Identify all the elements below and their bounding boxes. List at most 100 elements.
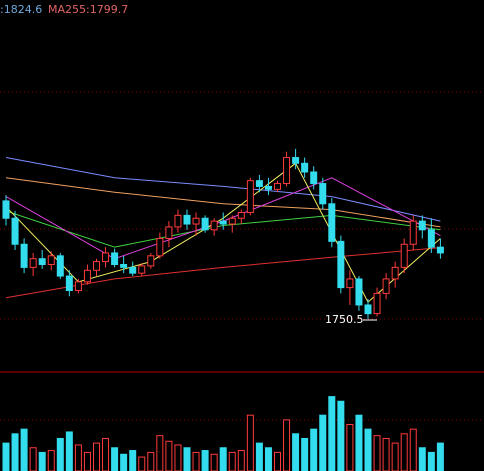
candle-body (74, 281, 82, 292)
volume-bar (274, 451, 281, 471)
candle-body (255, 180, 263, 187)
volume-bar (382, 437, 390, 471)
volume-bar (210, 453, 218, 471)
candle-body (47, 255, 55, 265)
candle-body (219, 220, 227, 225)
candle-body (165, 226, 173, 239)
volume-bar (409, 428, 417, 471)
volume-bar (355, 414, 363, 471)
volume-bar (47, 450, 55, 471)
header-text: :1824.6 (0, 3, 42, 16)
candle-body (427, 229, 435, 248)
volume-bar (427, 451, 435, 471)
volume-bar (346, 424, 354, 471)
volume-bar (156, 435, 164, 471)
annotation: 1750.5 (325, 313, 364, 326)
candle-body (2, 200, 10, 219)
volume-bar (129, 450, 137, 471)
volume-bar (83, 451, 91, 471)
candle-body (83, 269, 91, 283)
candle-body (201, 217, 209, 231)
candle-body (156, 237, 164, 257)
candle-body (355, 278, 363, 306)
volume-bar (74, 444, 82, 471)
candle-body (210, 220, 218, 231)
candle-body (418, 220, 426, 231)
candle-body (237, 211, 245, 219)
candle-body (147, 255, 155, 267)
candle-body (38, 258, 46, 265)
candle-body (436, 246, 444, 254)
volume-bar (120, 453, 128, 471)
candle-body (391, 266, 399, 280)
candle-body (93, 261, 100, 271)
volume-bar (201, 450, 209, 471)
candle-body (364, 304, 372, 315)
candle-body (65, 275, 73, 292)
volume-bar (56, 437, 64, 471)
volume-bar (237, 450, 245, 471)
volume-bar (319, 414, 327, 471)
ma-line (5, 177, 441, 228)
ma-line (5, 157, 441, 222)
candle-body (102, 252, 110, 263)
candle-body (174, 214, 182, 228)
volume-bar (301, 437, 309, 471)
volume-bar (328, 396, 336, 471)
candle-body (129, 266, 137, 274)
volume-bar (65, 431, 73, 471)
candle-body (111, 252, 119, 265)
volume-bar (400, 433, 408, 471)
candle-body (283, 157, 291, 185)
volume-bar (436, 442, 444, 471)
candle-body (328, 203, 336, 242)
volume-bar (2, 442, 10, 471)
volume-bar (20, 428, 28, 471)
volume-bar (391, 442, 399, 471)
candle-body (382, 278, 390, 294)
volume-bar (337, 400, 345, 471)
volume-bar (192, 451, 200, 471)
volume-bar (283, 419, 291, 471)
volume-bar (364, 428, 372, 471)
candle-body (373, 292, 381, 315)
volume-bar (102, 437, 110, 471)
volume-bar (292, 433, 300, 471)
volume-bar (165, 440, 173, 471)
volume-bar (310, 428, 318, 471)
volume-bar (219, 447, 227, 471)
candle-body (138, 265, 146, 274)
volume-bar (29, 447, 37, 471)
volume-bar (147, 451, 155, 471)
candle-body (400, 243, 408, 268)
candle-body (120, 263, 128, 268)
volume-bar (246, 414, 254, 471)
candle-body (292, 157, 300, 164)
candle-body (319, 183, 327, 205)
volume-bar (228, 451, 236, 471)
volume-bar (93, 442, 100, 471)
volume-bar (373, 435, 381, 471)
header-text: MA255:1799.7 (48, 3, 128, 16)
candle-body (310, 171, 318, 185)
candle-body (409, 220, 417, 245)
volume-bar (111, 447, 119, 471)
volume-bar (11, 433, 19, 471)
volume-bar (183, 447, 191, 471)
candle-body (228, 217, 236, 225)
candle-body (11, 217, 19, 245)
volume-bar (174, 444, 182, 471)
candle-body (192, 217, 200, 225)
candle-body (337, 240, 345, 289)
candle-body (20, 243, 28, 268)
volume-bar (138, 456, 146, 471)
volume-bar (255, 442, 263, 471)
candle-body (183, 214, 191, 225)
candle-body (301, 162, 309, 173)
volume-bar (418, 447, 426, 471)
candle-body (29, 258, 37, 268)
volume-bar (38, 451, 46, 471)
candle-body (346, 278, 354, 289)
candle-body (264, 185, 272, 190)
